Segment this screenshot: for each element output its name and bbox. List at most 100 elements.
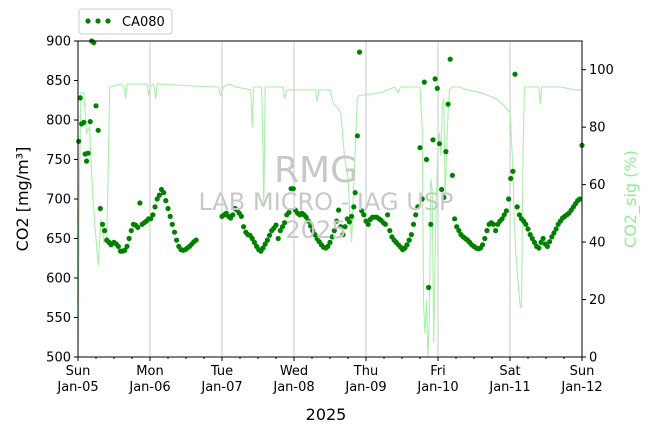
ca080-point — [443, 149, 449, 155]
left-tick-label: 750 — [46, 153, 71, 168]
ca080-point — [499, 216, 505, 222]
ca080-point — [333, 218, 340, 224]
ca080-point — [260, 245, 266, 251]
x-tick-date: Jan-11 — [488, 380, 530, 395]
ca080-point — [404, 242, 410, 248]
ca080-point — [279, 224, 286, 230]
ca080-point — [454, 224, 460, 230]
ca080-point — [241, 224, 247, 230]
ca080-point — [577, 196, 583, 202]
ca080-point — [124, 243, 130, 249]
ca080-point — [417, 145, 423, 151]
ca080-point — [126, 235, 132, 242]
ca080-point — [93, 103, 99, 109]
ca080-point — [349, 213, 355, 219]
ca080-point — [516, 212, 523, 218]
ca080-point — [385, 212, 391, 218]
ca080-point — [85, 150, 91, 156]
ca080-point — [338, 224, 344, 230]
ca080-point — [135, 224, 141, 230]
left-tick-label: 550 — [46, 311, 71, 326]
ca080-point — [171, 229, 178, 235]
ca080-point — [102, 228, 108, 234]
x-tick-date: Jan-08 — [272, 380, 314, 395]
ca080-point — [266, 232, 273, 238]
left-tick-label: 500 — [46, 351, 71, 366]
x-tick-day: Sun — [66, 364, 91, 379]
ca080-point — [169, 221, 175, 227]
ca080-point — [308, 223, 314, 229]
ca080-point — [262, 241, 268, 247]
ca080-point — [536, 245, 542, 251]
co2-sig-line — [77, 83, 582, 358]
ca080-point — [230, 212, 236, 218]
ca080-point — [249, 235, 255, 242]
ca080-point — [81, 119, 87, 125]
ca080-point — [482, 235, 488, 242]
ca080-point — [264, 237, 270, 243]
ca080-point — [529, 235, 535, 242]
ca080-point — [436, 141, 442, 147]
x-tick-date: Jan-12 — [560, 380, 602, 395]
ca080-point — [336, 207, 342, 213]
ca080-point — [361, 212, 367, 218]
x-tick-day: Sun — [570, 364, 595, 379]
legend-dot — [105, 18, 111, 24]
ca080-point — [354, 133, 360, 139]
ca080-point — [122, 247, 128, 253]
legend-box — [78, 8, 173, 35]
x-tick-date: Jan-09 — [344, 380, 386, 395]
right-tick-label: 100 — [589, 63, 614, 78]
left-tick-label: 800 — [46, 114, 71, 129]
ca080-point — [137, 200, 143, 206]
legend: CA080 — [78, 8, 173, 35]
ca080-point — [156, 192, 162, 198]
watermark-line1: RMG — [274, 150, 358, 191]
ca080-point — [531, 239, 538, 245]
ca080-point — [551, 230, 557, 236]
ca080-point — [77, 95, 83, 101]
ca080-point — [167, 213, 173, 219]
left-axis-title: CO2 [mg/m³] — [13, 147, 32, 252]
ca080-point — [174, 237, 180, 243]
right-tick-label: 20 — [589, 293, 606, 308]
ca080-point — [544, 243, 551, 249]
x-tick-day: Sat — [499, 364, 520, 379]
ca080-point — [413, 212, 419, 218]
ca080-point — [480, 242, 486, 248]
watermark-line2: LAB MICRO - IAG USP — [198, 188, 453, 216]
ca080-point — [282, 220, 288, 226]
ca080-point — [275, 235, 281, 242]
x-tick-date: Jan-06 — [128, 380, 170, 395]
right-axis: 0 20 40 60 80 100 — [582, 63, 614, 366]
ca080-point — [327, 239, 333, 245]
ca080-point — [508, 175, 514, 182]
right-tick-label: 60 — [589, 178, 606, 193]
right-tick-label: 40 — [589, 236, 606, 251]
ca080-point — [128, 228, 134, 234]
ca080-point — [434, 85, 440, 91]
ca080-point — [238, 213, 244, 219]
ca080-point — [527, 232, 533, 238]
ca080-point — [76, 138, 82, 144]
ca080-point — [165, 205, 171, 212]
ca080-point — [547, 239, 553, 245]
ca080-point — [423, 156, 430, 163]
left-tick-label: 850 — [46, 74, 71, 89]
legend-marker — [85, 18, 111, 24]
ca080-point — [441, 194, 447, 200]
ca080-point — [305, 218, 311, 224]
right-tick-label: 80 — [589, 121, 606, 136]
ca080-point — [439, 186, 445, 193]
ca080-point — [549, 234, 555, 240]
ca080-point — [419, 196, 425, 202]
ca080-point — [286, 209, 292, 215]
right-tick-label: 0 — [589, 351, 597, 366]
ca080-point — [342, 224, 348, 230]
ca080-point — [277, 228, 283, 234]
ca080-point — [154, 196, 160, 202]
ca080-point — [356, 49, 363, 55]
legend-label: CA080 — [122, 15, 165, 30]
ca080-point — [484, 228, 490, 234]
ca080-point — [325, 243, 331, 249]
